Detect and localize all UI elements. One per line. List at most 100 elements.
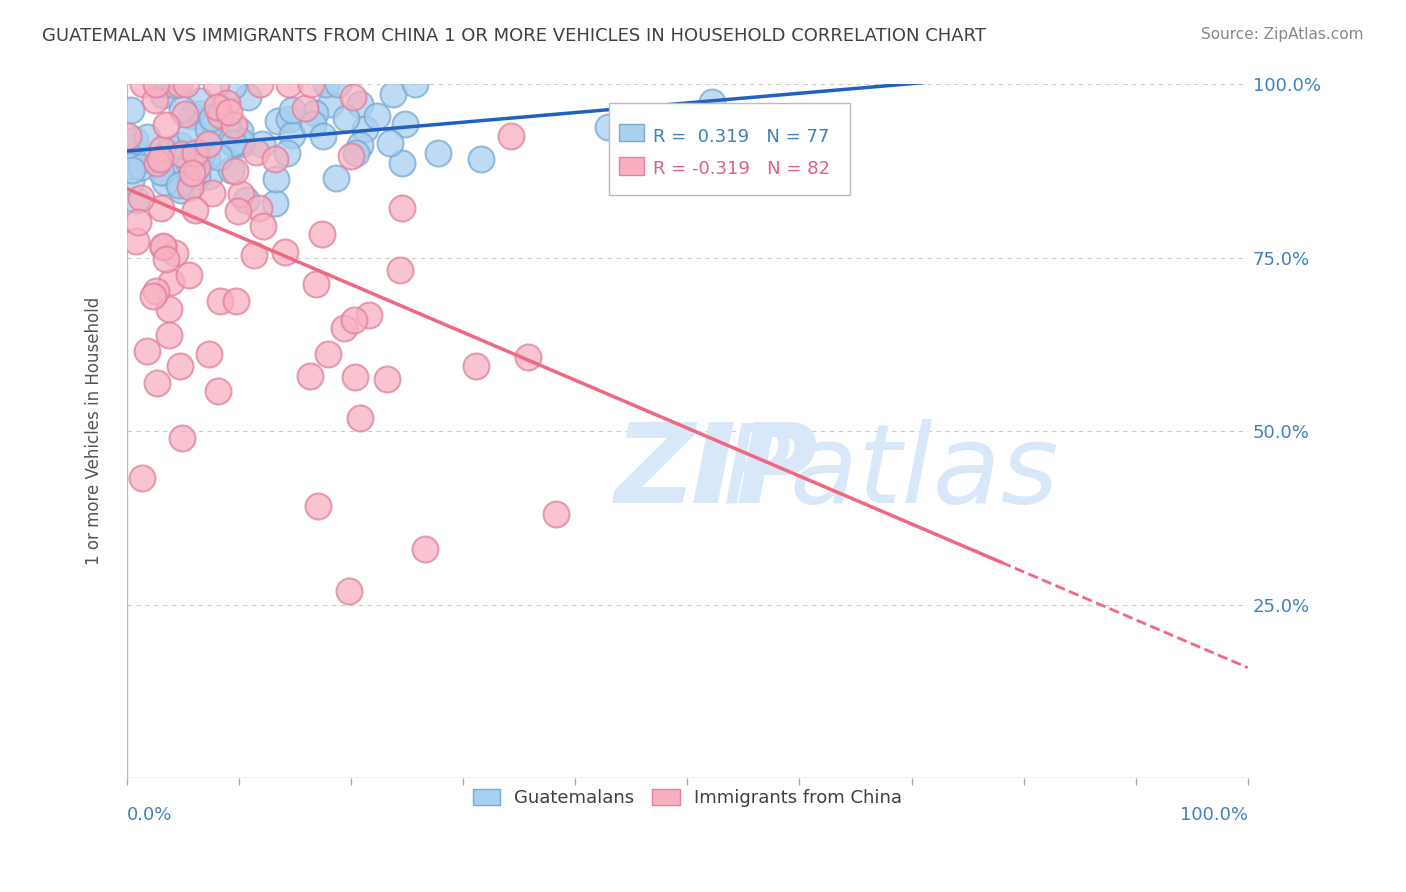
Point	[179, 153, 201, 168]
Point	[596, 120, 619, 134]
Text: ZIPatlas: ZIPatlas	[614, 419, 1059, 526]
Point	[143, 93, 166, 107]
Point	[404, 78, 426, 92]
Point	[159, 275, 181, 289]
Point	[380, 136, 402, 151]
Point	[245, 145, 267, 160]
Point	[152, 239, 174, 253]
Point	[197, 136, 219, 151]
Point	[344, 369, 367, 384]
Point	[294, 101, 316, 115]
Point	[470, 152, 492, 166]
Point	[186, 169, 208, 184]
Point	[343, 313, 366, 327]
Point	[198, 169, 221, 184]
Point	[170, 431, 193, 445]
Point	[225, 293, 247, 308]
Point	[121, 162, 143, 177]
Point	[152, 239, 174, 253]
Point	[136, 344, 159, 359]
Point	[120, 173, 142, 187]
Text: R =  0.319   N = 77: R = 0.319 N = 77	[652, 128, 830, 146]
Point	[219, 163, 242, 178]
Point	[142, 288, 165, 302]
Point	[501, 128, 523, 143]
Point	[391, 201, 413, 215]
Point	[188, 107, 211, 121]
Point	[125, 193, 148, 207]
Point	[278, 112, 301, 126]
Point	[149, 165, 172, 179]
Point	[247, 201, 270, 215]
Point	[183, 202, 205, 217]
Point	[252, 219, 274, 233]
Point	[224, 163, 246, 178]
Point	[281, 103, 304, 118]
Point	[307, 499, 329, 513]
Point	[145, 284, 167, 298]
Point	[243, 248, 266, 262]
FancyBboxPatch shape	[609, 103, 849, 195]
Point	[150, 142, 173, 156]
Point	[204, 114, 226, 128]
Point	[342, 90, 364, 104]
Point	[229, 134, 252, 148]
Point	[163, 78, 186, 93]
Point	[544, 508, 567, 522]
Point	[250, 136, 273, 151]
Point	[222, 78, 245, 93]
Text: 0.0%: 0.0%	[127, 805, 173, 823]
Point	[188, 94, 211, 108]
Point	[208, 108, 231, 122]
Point	[353, 122, 375, 136]
Point	[120, 103, 142, 117]
Point	[159, 302, 181, 317]
Point	[195, 151, 218, 165]
Point	[120, 159, 142, 173]
Point	[231, 137, 253, 152]
Text: GUATEMALAN VS IMMIGRANTS FROM CHINA 1 OR MORE VEHICLES IN HOUSEHOLD CORRELATION : GUATEMALAN VS IMMIGRANTS FROM CHINA 1 OR…	[42, 27, 986, 45]
Point	[172, 176, 194, 190]
Point	[382, 87, 405, 101]
Point	[235, 193, 257, 207]
Point	[124, 133, 146, 147]
Point	[160, 142, 183, 156]
Point	[222, 136, 245, 150]
Point	[311, 227, 333, 242]
Point	[305, 277, 328, 291]
Text: Source: ZipAtlas.com: Source: ZipAtlas.com	[1201, 27, 1364, 42]
Point	[702, 95, 724, 109]
Point	[366, 110, 388, 124]
Point	[177, 268, 200, 283]
Point	[299, 78, 322, 92]
Point	[217, 120, 239, 135]
Point	[186, 160, 208, 174]
FancyBboxPatch shape	[619, 124, 644, 141]
Point	[153, 175, 176, 189]
Point	[117, 128, 139, 143]
Point	[224, 119, 246, 133]
Point	[155, 252, 177, 267]
Point	[236, 90, 259, 104]
Point	[146, 155, 169, 169]
Point	[201, 186, 224, 201]
Point	[315, 78, 337, 92]
Point	[167, 78, 190, 92]
Point	[325, 170, 347, 185]
Point	[169, 138, 191, 153]
Point	[228, 204, 250, 219]
Point	[208, 150, 231, 164]
Point	[181, 178, 204, 192]
Legend: Guatemalans, Immigrants from China: Guatemalans, Immigrants from China	[465, 781, 910, 814]
Point	[333, 321, 356, 335]
Point	[174, 78, 197, 92]
Point	[153, 166, 176, 180]
Point	[218, 105, 240, 120]
Point	[187, 152, 209, 166]
Text: ZIP: ZIP	[614, 419, 818, 526]
Point	[349, 137, 371, 152]
Point	[197, 121, 219, 136]
Point	[146, 376, 169, 390]
Point	[312, 129, 335, 144]
Point	[149, 153, 172, 167]
